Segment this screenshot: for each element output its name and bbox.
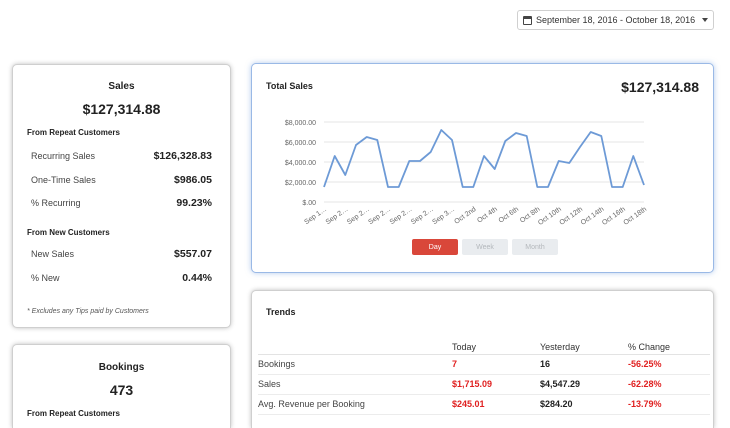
chart-total: $127,314.88 <box>621 79 699 95</box>
row-label: Recurring Sales <box>31 151 96 161</box>
table-row: Sales $1,715.09 $4,547.29 -62.28% <box>258 374 710 394</box>
x-tick-label: Oct 10th <box>537 206 563 227</box>
x-tick-label: Sep 2… <box>367 206 392 226</box>
sales-title: Sales <box>108 81 135 92</box>
x-tick-label: Oct 14th <box>580 206 606 227</box>
tips-note: * Excludes any Tips paid by Customers <box>27 308 149 315</box>
x-tick-label: Sep 2… <box>325 206 350 226</box>
x-tick-label: Oct 2nd <box>453 206 477 226</box>
row-value: $126,328.83 <box>153 150 212 162</box>
new-customers-heading: From New Customers <box>27 228 110 237</box>
bookings-panel: Bookings 473 From Repeat Customers <box>12 344 231 428</box>
yesterday-value: 16 <box>540 359 551 369</box>
total-sales-panel: Total Sales $127,314.88 $.00 $2,000.00 $4,… <box>251 63 714 273</box>
row-label: % Recurring <box>31 198 81 208</box>
row-label: New Sales <box>31 249 75 259</box>
y-tick-label: $4,000.00 <box>285 160 316 167</box>
new-sales-row: New Sales $557.07 <box>31 248 212 260</box>
change-value: -56.25% <box>628 359 662 369</box>
table-row: Bookings 7 16 -56.25% <box>258 354 710 374</box>
column-header: Yesterday <box>540 341 580 352</box>
percent-new-row: % New 0.44% <box>31 272 212 284</box>
row-value: 0.44% <box>182 272 212 284</box>
y-tick-label: $2,000.00 <box>285 180 316 187</box>
row-value: $557.07 <box>174 248 212 260</box>
row-label: % New <box>31 273 60 283</box>
x-tick-label: Oct 12th <box>558 206 584 227</box>
yesterday-value: $284.20 <box>540 399 573 409</box>
sales-panel: Sales $127,314.88 From Repeat Customers … <box>12 64 231 328</box>
sales-line <box>323 129 645 188</box>
sales-total: $127,314.88 <box>82 101 161 117</box>
repeat-customers-heading: From Repeat Customers <box>27 409 120 418</box>
change-value: -13.79% <box>628 399 662 409</box>
total-sales-chart: $.00 $2,000.00 $4,000.00 $6,000.00 $8,000.00… <box>285 120 648 227</box>
table-row: Avg. Revenue per Booking $245.01 $284.20… <box>258 394 710 414</box>
column-header: Today <box>452 341 477 352</box>
percent-recurring-row: % Recurring 99.23% <box>31 197 212 209</box>
bookings-total: 473 <box>109 382 134 398</box>
trends-panel: Trends Today Yesterday % Change Bookings… <box>251 290 714 428</box>
day-button[interactable]: Day <box>412 239 458 255</box>
x-tick-label: Sep 2… <box>389 206 414 226</box>
recurring-sales-row: Recurring Sales $126,328.83 <box>31 150 212 162</box>
x-tick-label: Sep 3… <box>431 206 456 226</box>
chevron-down-icon <box>702 18 708 22</box>
y-tick-label: $.00 <box>302 200 316 207</box>
trends-title: Trends <box>266 307 296 317</box>
yesterday-value: $4,547.29 <box>540 379 581 389</box>
x-tick-label: Oct 6th <box>498 206 521 225</box>
x-tick-label: Sep 2… <box>346 206 371 226</box>
date-range-picker[interactable]: September 18, 2016 - October 18, 2016 <box>517 10 714 30</box>
table-header-row: Today Yesterday % Change <box>258 340 710 354</box>
row-value: $986.05 <box>174 174 212 186</box>
x-tick-label: Sep 2… <box>410 206 435 226</box>
period-toggle: Day Week Month <box>412 239 558 255</box>
column-header: % Change <box>628 341 671 352</box>
x-tick-label: Oct 18th <box>622 206 648 227</box>
today-value: 7 <box>452 359 458 369</box>
week-button[interactable]: Week <box>462 239 508 255</box>
x-tick-label: Sep 1… <box>303 206 328 226</box>
trends-table: Today Yesterday % Change Bookings 7 16 -… <box>258 340 710 415</box>
chart-title: Total Sales <box>266 81 313 91</box>
one-time-sales-row: One-Time Sales $986.05 <box>31 174 212 186</box>
row-label: Sales <box>258 379 281 389</box>
month-button[interactable]: Month <box>512 239 558 255</box>
x-tick-label: Oct 16th <box>601 206 627 227</box>
repeat-customers-heading: From Repeat Customers <box>27 128 120 137</box>
bookings-title: Bookings <box>98 362 145 373</box>
row-label: Avg. Revenue per Booking <box>258 399 365 409</box>
y-tick-label: $6,000.00 <box>285 140 316 147</box>
change-value: -62.28% <box>628 379 662 389</box>
row-label: One-Time Sales <box>31 175 96 185</box>
column-header <box>258 340 452 354</box>
x-tick-label: Oct 4th <box>476 206 499 225</box>
row-value: 99.23% <box>176 197 212 209</box>
today-value: $245.01 <box>452 399 485 409</box>
y-tick-label: $8,000.00 <box>285 120 316 127</box>
row-label: Bookings <box>258 359 296 369</box>
today-value: $1,715.09 <box>452 379 493 389</box>
date-range-label: September 18, 2016 - October 18, 2016 <box>536 15 696 25</box>
calendar-icon <box>523 15 532 25</box>
